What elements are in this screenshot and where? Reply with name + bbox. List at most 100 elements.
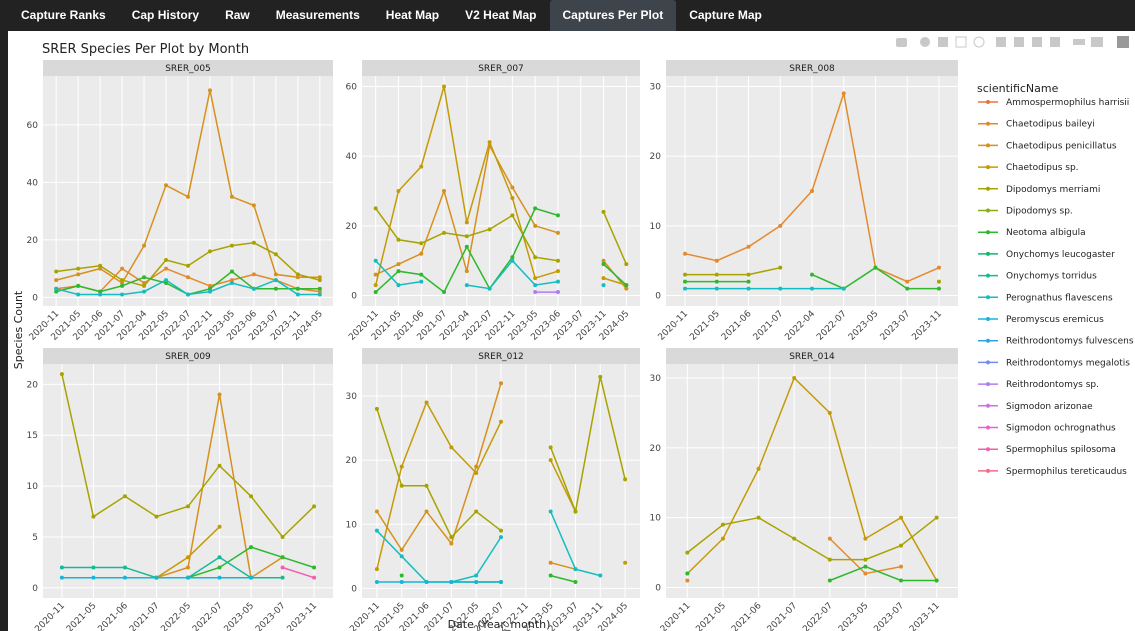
legend-label[interactable]: Spermophilus spilosoma: [1006, 445, 1116, 455]
plotly-icon[interactable]: [1117, 36, 1129, 48]
zoom-in-icon[interactable]: [996, 37, 1006, 47]
legend-label[interactable]: Neotoma albigula: [1006, 228, 1086, 238]
series-line: [282, 566, 315, 579]
data-point: [251, 240, 256, 245]
data-point: [229, 269, 234, 274]
legend-label[interactable]: Sigmodon arizonae: [1006, 402, 1093, 412]
tab[interactable]: Capture Ranks: [21, 8, 106, 22]
data-point: [164, 266, 169, 271]
tab[interactable]: Captures Per Plot: [549, 0, 677, 31]
data-point: [120, 292, 125, 297]
legend-label[interactable]: Dipodomys sp.: [1006, 207, 1073, 217]
data-point: [217, 565, 222, 570]
tab[interactable]: V2 Heat Map: [465, 8, 537, 22]
legend-label[interactable]: Ammospermophilus harrisii: [1006, 98, 1129, 108]
data-point: [317, 292, 322, 297]
legend-marker: [986, 251, 990, 256]
reset-icon[interactable]: [1050, 37, 1060, 47]
legend-label[interactable]: Reithrodontomys megalotis: [1006, 358, 1130, 368]
data-point: [273, 286, 278, 291]
data-point: [399, 483, 404, 488]
data-point: [312, 575, 317, 580]
data-point: [598, 573, 603, 578]
data-point: [54, 286, 59, 291]
legend-label[interactable]: Reithrodontomys sp.: [1006, 380, 1099, 390]
y-tick-label: 0: [351, 292, 357, 302]
data-point: [533, 276, 538, 281]
data-point: [122, 575, 127, 580]
tab[interactable]: Raw: [225, 8, 250, 22]
legend-label[interactable]: Chaetodipus baileyi: [1006, 120, 1095, 130]
zoom-icon[interactable]: [920, 37, 930, 47]
data-point: [186, 504, 190, 509]
autoscale-icon[interactable]: [1032, 37, 1042, 47]
y-tick-label: 60: [346, 82, 358, 92]
legend-label[interactable]: Peromyscus eremicus: [1006, 315, 1104, 325]
zoom-out-icon[interactable]: [1014, 37, 1024, 47]
data-point: [295, 286, 300, 291]
data-point: [120, 281, 125, 285]
legend-label[interactable]: Reithrodontomys fulvescens: [1006, 337, 1134, 347]
data-point: [419, 164, 424, 169]
data-point: [792, 536, 797, 541]
legend-marker: [986, 360, 990, 365]
data-point: [374, 406, 379, 411]
data-point: [873, 265, 878, 270]
data-point: [474, 509, 479, 514]
data-point: [714, 279, 719, 284]
legend-label[interactable]: Perognathus flavescens: [1006, 293, 1113, 303]
data-point: [317, 286, 322, 291]
data-point: [449, 535, 454, 540]
pan-icon[interactable]: [938, 37, 948, 47]
data-point: [601, 283, 606, 288]
data-point: [120, 278, 125, 283]
data-point: [499, 419, 503, 424]
data-point: [746, 286, 751, 291]
data-point: [863, 536, 868, 541]
legend-label[interactable]: Sigmodon ochrognathus: [1006, 424, 1116, 434]
data-point: [685, 571, 690, 576]
data-point: [533, 255, 538, 260]
data-point: [548, 560, 553, 565]
data-point: [442, 290, 447, 295]
data-point: [464, 283, 469, 288]
data-point: [229, 194, 234, 199]
legend-label[interactable]: Onychomys leucogaster: [1006, 250, 1115, 260]
tab-bar: Capture Ranks Cap History Raw Measurements H…: [0, 0, 1135, 31]
strip: [43, 348, 333, 364]
lasso-icon[interactable]: [973, 36, 985, 48]
data-point: [746, 279, 751, 284]
data-point: [142, 289, 147, 294]
tab[interactable]: Heat Map: [385, 8, 440, 22]
legend-label[interactable]: Dipodomys merriami: [1006, 185, 1100, 195]
legend-marker: [986, 295, 990, 300]
data-point: [714, 272, 719, 277]
data-point: [396, 237, 401, 242]
legend-label[interactable]: Chaetodipus penicillatus: [1006, 141, 1117, 151]
camera-icon[interactable]: [896, 38, 907, 47]
y-tick-label: 5: [32, 533, 38, 543]
tab[interactable]: Capture Map: [689, 8, 762, 22]
tab[interactable]: Cap History: [131, 8, 200, 22]
legend-label[interactable]: Chaetodipus sp.: [1006, 163, 1079, 173]
strip: [666, 60, 958, 76]
data-point: [312, 504, 317, 509]
data-point: [464, 269, 469, 274]
y-tick-label: 15: [27, 431, 38, 441]
data-point: [164, 183, 169, 188]
legend-label[interactable]: Spermophilus tereticaudus: [1006, 467, 1127, 477]
tab[interactable]: Measurements: [275, 8, 360, 22]
select-icon[interactable]: [955, 36, 967, 48]
data-point: [442, 84, 447, 89]
legend-label[interactable]: Onychomys torridus: [1006, 272, 1097, 282]
data-point: [863, 564, 868, 569]
data-point: [792, 375, 797, 380]
hover-icon[interactable]: [1091, 37, 1103, 47]
spike-icon[interactable]: [1073, 39, 1085, 45]
data-point: [374, 509, 379, 514]
y-tick-label: 30: [346, 392, 358, 402]
data-point: [373, 258, 378, 263]
data-point: [399, 579, 404, 584]
legend-title: scientificName: [977, 82, 1059, 95]
